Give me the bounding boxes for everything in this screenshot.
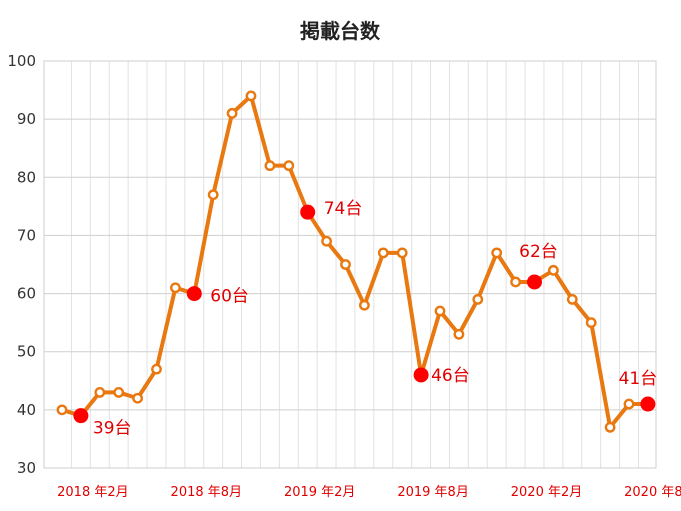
data-point <box>377 247 389 259</box>
x-tick-label: 2018 年8月 <box>171 485 243 500</box>
annotation-layer: 39台 60台 74台 46台 62台 41台 <box>93 199 657 438</box>
data-point <box>113 387 125 398</box>
data-point <box>132 392 144 404</box>
data-point <box>396 247 408 259</box>
data-point <box>623 398 635 410</box>
highlight-point <box>73 408 89 424</box>
data-point <box>472 293 484 305</box>
highlight-point <box>413 367 429 383</box>
y-tick-label: 30 <box>17 459 36 477</box>
data-point <box>340 259 351 270</box>
data-point <box>548 264 559 276</box>
data-point <box>207 189 219 201</box>
y-tick-label: 100 <box>7 52 36 70</box>
data-label: 60台 <box>210 287 249 307</box>
data-point <box>585 317 597 329</box>
highlight-point <box>527 274 542 290</box>
y-tick-label: 40 <box>17 401 36 419</box>
data-point <box>56 404 68 416</box>
data-point <box>358 299 370 311</box>
x-tick-label: 2020 年2月 <box>511 485 583 500</box>
y-tick-label: 50 <box>17 343 36 361</box>
x-tick-label: 2018 年2月 <box>57 485 129 500</box>
data-point <box>453 328 465 340</box>
highlight-point <box>186 286 202 302</box>
data-label: 46台 <box>431 366 470 386</box>
y-tick-label: 90 <box>17 110 36 128</box>
data-point <box>604 421 616 433</box>
data-point <box>226 107 238 119</box>
chart-title: 掲載台数 <box>300 19 381 43</box>
data-label: 74台 <box>324 199 363 219</box>
data-point <box>510 276 521 288</box>
x-tick-label: 2019 年8月 <box>397 485 469 500</box>
x-tick-label: 2020 年8月 <box>624 485 681 500</box>
grid-layer <box>43 60 657 469</box>
data-point <box>245 90 257 102</box>
data-point <box>169 282 181 294</box>
data-point <box>434 305 446 317</box>
x-tick-label: 2019 年2月 <box>284 485 356 500</box>
data-point <box>491 247 503 259</box>
highlight-point <box>640 396 656 412</box>
data-point <box>151 363 162 375</box>
data-point <box>283 160 295 172</box>
data-label: 41台 <box>619 369 658 389</box>
point-layer <box>56 90 656 433</box>
data-point <box>94 387 106 398</box>
y-tick-label: 60 <box>17 285 36 303</box>
data-point <box>566 293 578 305</box>
y-tick-label: 70 <box>17 226 36 244</box>
y-tick-label: 80 <box>17 168 36 186</box>
axis-layer: 30 40 50 60 70 80 90 100 2018 年2月 2018 年8月 2019 年2… <box>7 52 681 500</box>
data-point <box>321 235 332 247</box>
data-label: 39台 <box>93 419 132 439</box>
highlight-point <box>300 204 316 220</box>
data-label: 62台 <box>519 242 558 262</box>
data-point <box>264 160 276 172</box>
